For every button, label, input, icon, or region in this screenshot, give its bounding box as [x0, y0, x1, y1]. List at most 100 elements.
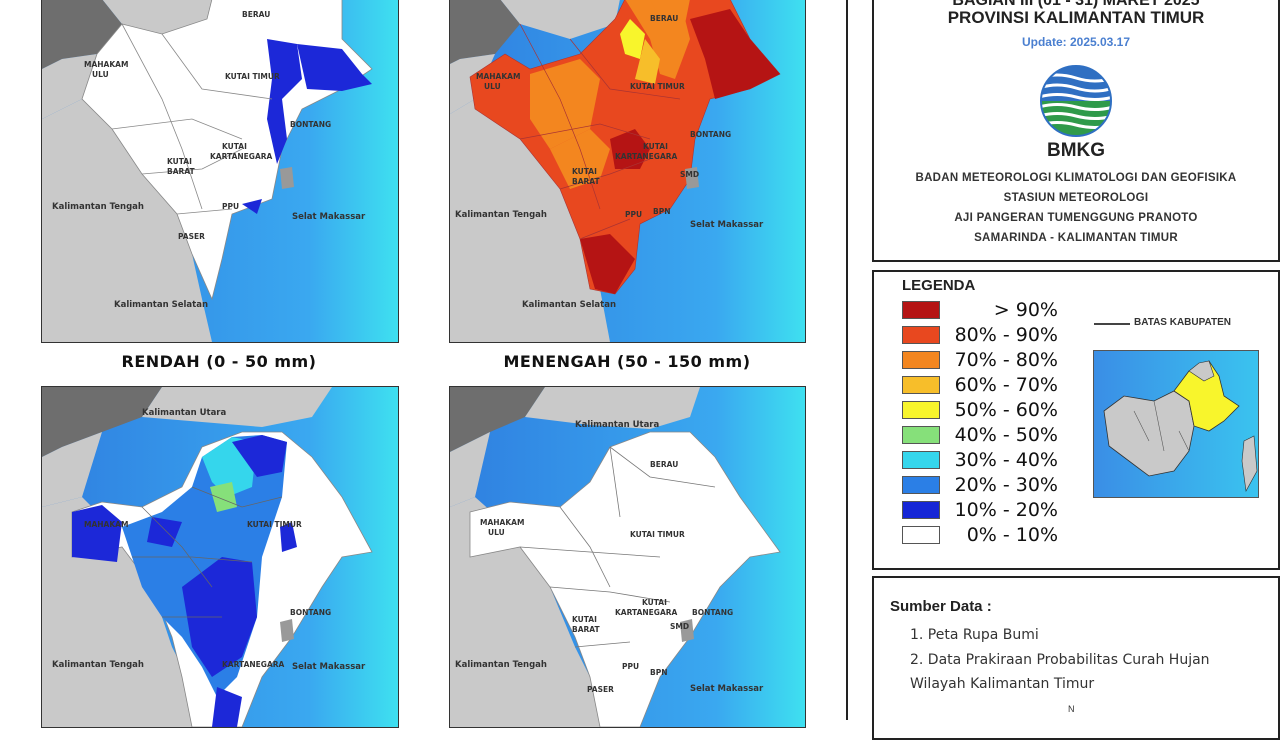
- org-line2: STASIUN METEOROLOGI: [1003, 192, 1149, 204]
- label-paser: PASER: [178, 232, 205, 241]
- boundary-line-icon: [1094, 323, 1130, 325]
- label-kal-selatan: Kalimantan Selatan: [522, 300, 616, 310]
- label-mahakam: MAHAKAM: [84, 60, 128, 69]
- legend-swatch: [902, 451, 940, 469]
- legend-label: 20% - 30%: [954, 474, 1058, 496]
- label-bontang: BONTANG: [692, 608, 733, 617]
- label-kutai-barat-2: BARAT: [572, 625, 601, 634]
- label-selat-makassar: Selat Makassar: [292, 662, 366, 672]
- map-tinggi: Kalimantan Utara MAHAKAM KUTAI TIMUR BON…: [41, 386, 399, 728]
- legend-swatch: [902, 326, 940, 344]
- legend-label: 70% - 80%: [954, 349, 1058, 371]
- source-panel: Sumber Data : 1. Peta Rupa Bumi 2. Data …: [872, 576, 1280, 740]
- label-kartanegara: KARTANEGARA: [615, 608, 678, 617]
- label-berau: BERAU: [650, 460, 678, 469]
- label-kutai: KUTAI: [642, 598, 667, 607]
- legend-item: 30% - 40%: [902, 449, 1058, 471]
- inset-map: [1093, 350, 1259, 498]
- source-title: Sumber Data :: [890, 598, 992, 615]
- label-ulu: ULU: [484, 82, 501, 91]
- legend-swatch: [902, 426, 940, 444]
- boundary-label: BATAS KABUPATEN: [1134, 317, 1232, 328]
- org-line1: BADAN METEOROLOGI KLIMATOLOGI DAN GEOFIS…: [915, 172, 1237, 184]
- label-mahakam: MAHAKAM: [476, 72, 520, 81]
- map-rendah: BERAU MAHAKAM ULU KUTAI TIMUR BONTANG KU…: [41, 0, 399, 343]
- label-kutai-barat-2: BARAT: [167, 167, 196, 176]
- label-kutai-timur: KUTAI TIMUR: [630, 82, 685, 91]
- org-line3: AJI PANGERAN TUMENGGUNG PRANOTO: [954, 212, 1198, 224]
- map-sangat-tinggi: Kalimantan Utara BERAU MAHAKAM ULU KUTAI…: [449, 386, 806, 728]
- label-kutai-barat-1: KUTAI: [167, 157, 192, 166]
- label-kutai-timur: KUTAI TIMUR: [225, 72, 280, 81]
- legend-item: 50% - 60%: [902, 399, 1058, 421]
- label-kal-tengah: Kalimantan Tengah: [455, 660, 547, 670]
- caption-menengah: MENENGAH (50 - 150 mm): [503, 352, 751, 371]
- legend-item: 0% - 10%: [902, 524, 1058, 546]
- label-kartanegara: KARTANEGARA: [615, 152, 678, 161]
- legend-label: 50% - 60%: [954, 399, 1058, 421]
- legend-item: 70% - 80%: [902, 349, 1058, 371]
- label-mahakam: MAHAKAM: [84, 520, 128, 529]
- legend-label: 0% - 10%: [966, 524, 1058, 546]
- label-kutai-timur: KUTAI TIMUR: [247, 520, 302, 529]
- label-kutai: KUTAI: [222, 142, 247, 151]
- legend-item: 80% - 90%: [902, 324, 1058, 346]
- legend-swatch: [902, 351, 940, 369]
- map-title-line1: BAGIAN III (01 - 31) MARET 2025: [952, 0, 1200, 9]
- label-bpn: BPN: [653, 207, 671, 216]
- label-ppu: PPU: [625, 210, 642, 219]
- label-paser: PASER: [587, 685, 614, 694]
- label-ulu: ULU: [488, 528, 505, 537]
- label-bpn: BPN: [650, 668, 668, 677]
- source-item-1: 1. Peta Rupa Bumi: [910, 627, 1039, 643]
- label-kal-utara: Kalimantan Utara: [142, 408, 226, 418]
- label-kal-tengah: Kalimantan Tengah: [52, 660, 144, 670]
- legend-label: 80% - 90%: [954, 324, 1058, 346]
- vertical-divider: [846, 0, 848, 720]
- caption-rendah: RENDAH (0 - 50 mm): [121, 352, 317, 371]
- label-selat-makassar: Selat Makassar: [690, 220, 764, 230]
- legend-label: > 90%: [993, 299, 1058, 321]
- legend-item: 60% - 70%: [902, 374, 1058, 396]
- map-title-line2: PROVINSI KALIMANTAN TIMUR: [947, 8, 1205, 27]
- legend-swatch: [902, 526, 940, 544]
- label-ulu: ULU: [92, 70, 109, 79]
- label-kal-tengah: Kalimantan Tengah: [455, 210, 547, 220]
- label-mahakam: MAHAKAM: [480, 518, 524, 527]
- map-menengah: BERAU MAHAKAM ULU KUTAI TIMUR BONTANG KU…: [449, 0, 806, 343]
- north-arrow-icon: N: [1068, 704, 1075, 714]
- label-kartanegara: KARTANEGARA: [222, 660, 285, 669]
- legend-title: LEGENDA: [902, 277, 976, 294]
- legend-item: > 90%: [902, 299, 1058, 321]
- source-item-2: 2. Data Prakiraan Probabilitas Curah Huj…: [910, 652, 1210, 668]
- label-kal-utara: Kalimantan Utara: [575, 420, 659, 430]
- label-berau: BERAU: [650, 14, 678, 23]
- bmkg-logo: [1039, 64, 1113, 138]
- legend-swatch: [902, 401, 940, 419]
- label-kutai-barat-1: KUTAI: [572, 615, 597, 624]
- source-item-2-cont: Wilayah Kalimantan Timur: [910, 676, 1095, 692]
- legend-item: 20% - 30%: [902, 474, 1058, 496]
- legend-label: 30% - 40%: [954, 449, 1058, 471]
- update-date: Update: 2025.03.17: [1021, 35, 1131, 49]
- label-ppu: PPU: [622, 662, 639, 671]
- legend-swatch: [902, 301, 940, 319]
- label-kutai: KUTAI: [643, 142, 668, 151]
- label-selat-makassar: Selat Makassar: [690, 684, 764, 694]
- legend-item: 10% - 20%: [902, 499, 1058, 521]
- label-kal-tengah: Kalimantan Tengah: [52, 202, 144, 212]
- legend-item: 40% - 50%: [902, 424, 1058, 446]
- legend-swatch: [902, 376, 940, 394]
- label-kutai-barat-2: BARAT: [572, 177, 601, 186]
- legend-label: 40% - 50%: [954, 424, 1058, 446]
- label-selat-makassar: Selat Makassar: [292, 212, 366, 222]
- legend-label: 10% - 20%: [954, 499, 1058, 521]
- label-smd: SMD: [680, 170, 699, 179]
- label-kartanegara: KARTANEGARA: [210, 152, 273, 161]
- label-bontang: BONTANG: [690, 130, 731, 139]
- label-kutai-timur: KUTAI TIMUR: [630, 530, 685, 539]
- legend-label: 60% - 70%: [954, 374, 1058, 396]
- legend-swatch: [902, 501, 940, 519]
- legend-panel: LEGENDA > 90% 80% - 90% 70% - 80% 60% - 70%…: [872, 270, 1280, 570]
- label-ppu: PPU: [222, 202, 239, 211]
